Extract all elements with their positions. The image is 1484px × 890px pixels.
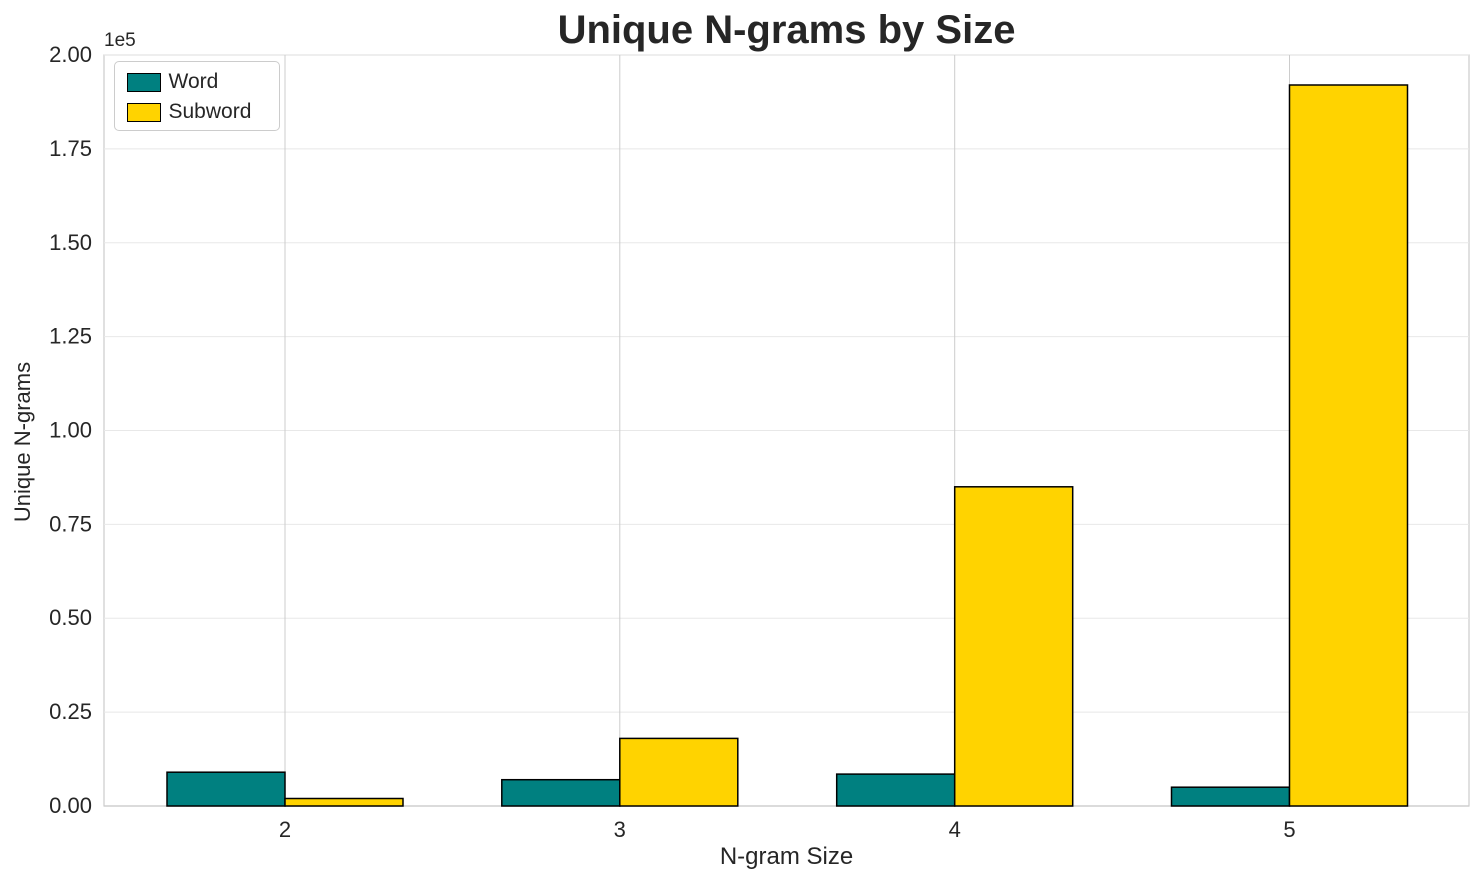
svg-text:0.25: 0.25: [49, 699, 92, 724]
svg-text:1.00: 1.00: [49, 418, 92, 443]
svg-text:0.50: 0.50: [49, 605, 92, 630]
svg-text:0.00: 0.00: [49, 793, 92, 818]
svg-text:1.25: 1.25: [49, 324, 92, 349]
svg-text:0.75: 0.75: [49, 511, 92, 536]
svg-text:2: 2: [279, 817, 291, 842]
svg-text:4: 4: [949, 817, 961, 842]
svg-text:2.00: 2.00: [49, 42, 92, 67]
svg-text:3: 3: [614, 817, 626, 842]
svg-text:1.75: 1.75: [49, 136, 92, 161]
svg-text:1.50: 1.50: [49, 230, 92, 255]
svg-text:5: 5: [1283, 817, 1295, 842]
